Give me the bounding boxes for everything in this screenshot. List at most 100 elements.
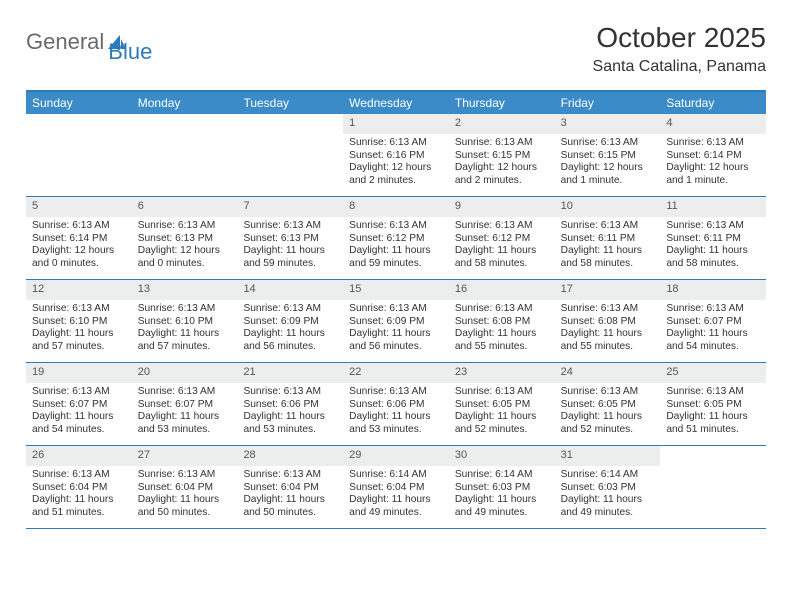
calendar-day: 27Sunrise: 6:13 AMSunset: 6:04 PMDayligh… [132,446,238,528]
daylight-line: Daylight: 11 hours and 50 minutes. [138,494,232,520]
sunrise-line: Sunrise: 6:13 AM [349,137,443,150]
sunset-line: Sunset: 6:12 PM [455,233,549,246]
day-details: Sunrise: 6:13 AMSunset: 6:04 PMDaylight:… [26,466,132,524]
day-details: Sunrise: 6:13 AMSunset: 6:14 PMDaylight:… [660,134,766,192]
calendar-day: 2Sunrise: 6:13 AMSunset: 6:15 PMDaylight… [449,114,555,196]
sunrise-line: Sunrise: 6:13 AM [455,220,549,233]
day-details: Sunrise: 6:13 AMSunset: 6:06 PMDaylight:… [343,383,449,441]
sunset-line: Sunset: 6:05 PM [666,399,760,412]
day-details: Sunrise: 6:13 AMSunset: 6:08 PMDaylight:… [449,300,555,358]
calendar-day-empty [660,446,766,528]
day-details: Sunrise: 6:13 AMSunset: 6:13 PMDaylight:… [132,217,238,275]
calendar-day: 3Sunrise: 6:13 AMSunset: 6:15 PMDaylight… [555,114,661,196]
day-number: 23 [449,363,555,383]
calendar-day: 9Sunrise: 6:13 AMSunset: 6:12 PMDaylight… [449,197,555,279]
calendar-week-row: 12Sunrise: 6:13 AMSunset: 6:10 PMDayligh… [26,280,766,363]
day-number: 4 [660,114,766,134]
day-details: Sunrise: 6:13 AMSunset: 6:05 PMDaylight:… [555,383,661,441]
calendar: SundayMondayTuesdayWednesdayThursdayFrid… [26,90,766,529]
weekday-header: Monday [132,92,238,114]
sunrise-line: Sunrise: 6:13 AM [32,386,126,399]
daylight-line: Daylight: 11 hours and 58 minutes. [455,245,549,271]
day-details: Sunrise: 6:14 AMSunset: 6:04 PMDaylight:… [343,466,449,524]
day-number: 17 [555,280,661,300]
sunrise-line: Sunrise: 6:14 AM [349,469,443,482]
calendar-day: 1Sunrise: 6:13 AMSunset: 6:16 PMDaylight… [343,114,449,196]
sunrise-line: Sunrise: 6:13 AM [561,220,655,233]
day-details: Sunrise: 6:13 AMSunset: 6:15 PMDaylight:… [555,134,661,192]
daylight-line: Daylight: 11 hours and 49 minutes. [561,494,655,520]
calendar-day: 30Sunrise: 6:14 AMSunset: 6:03 PMDayligh… [449,446,555,528]
day-details: Sunrise: 6:13 AMSunset: 6:05 PMDaylight:… [449,383,555,441]
title-block: October 2025 Santa Catalina, Panama [593,22,766,76]
sunset-line: Sunset: 6:05 PM [455,399,549,412]
sunset-line: Sunset: 6:05 PM [561,399,655,412]
day-details: Sunrise: 6:13 AMSunset: 6:09 PMDaylight:… [237,300,343,358]
sunset-line: Sunset: 6:06 PM [349,399,443,412]
day-number: 16 [449,280,555,300]
daylight-line: Daylight: 11 hours and 49 minutes. [349,494,443,520]
day-details: Sunrise: 6:13 AMSunset: 6:07 PMDaylight:… [660,300,766,358]
calendar-day: 29Sunrise: 6:14 AMSunset: 6:04 PMDayligh… [343,446,449,528]
sunrise-line: Sunrise: 6:13 AM [243,469,337,482]
daylight-line: Daylight: 11 hours and 53 minutes. [138,411,232,437]
day-number: 5 [26,197,132,217]
daylight-line: Daylight: 12 hours and 0 minutes. [138,245,232,271]
sunrise-line: Sunrise: 6:13 AM [349,303,443,316]
day-details: Sunrise: 6:13 AMSunset: 6:10 PMDaylight:… [26,300,132,358]
daylight-line: Daylight: 11 hours and 49 minutes. [455,494,549,520]
day-number: 14 [237,280,343,300]
day-number: 26 [26,446,132,466]
sunset-line: Sunset: 6:04 PM [32,482,126,495]
calendar-day: 6Sunrise: 6:13 AMSunset: 6:13 PMDaylight… [132,197,238,279]
sunset-line: Sunset: 6:09 PM [243,316,337,329]
month-title: October 2025 [593,22,766,54]
sunset-line: Sunset: 6:07 PM [138,399,232,412]
sunrise-line: Sunrise: 6:13 AM [455,137,549,150]
daylight-line: Daylight: 12 hours and 1 minute. [666,162,760,188]
sunset-line: Sunset: 6:15 PM [455,150,549,163]
daylight-line: Daylight: 11 hours and 52 minutes. [561,411,655,437]
calendar-body: 1Sunrise: 6:13 AMSunset: 6:16 PMDaylight… [26,114,766,529]
logo: General Blue [26,22,152,62]
daylight-line: Daylight: 11 hours and 53 minutes. [243,411,337,437]
sunrise-line: Sunrise: 6:13 AM [666,137,760,150]
weekday-header: Friday [555,92,661,114]
calendar-day: 18Sunrise: 6:13 AMSunset: 6:07 PMDayligh… [660,280,766,362]
sunrise-line: Sunrise: 6:13 AM [243,386,337,399]
logo-text-general: General [26,29,104,55]
calendar-day: 16Sunrise: 6:13 AMSunset: 6:08 PMDayligh… [449,280,555,362]
calendar-day: 15Sunrise: 6:13 AMSunset: 6:09 PMDayligh… [343,280,449,362]
sunset-line: Sunset: 6:04 PM [349,482,443,495]
calendar-week-row: 5 Sunrise: 6:13 AM Sunset: 6:14 PM Daylight… [26,197,766,280]
sunset-line: Sunset: 6:03 PM [561,482,655,495]
day-details: Sunrise: 6:13 AMSunset: 6:12 PMDaylight:… [343,217,449,275]
calendar-day: 24Sunrise: 6:13 AMSunset: 6:05 PMDayligh… [555,363,661,445]
calendar-day: 25Sunrise: 6:13 AMSunset: 6:05 PMDayligh… [660,363,766,445]
day-number: 27 [132,446,238,466]
calendar-day-empty [132,114,238,196]
day-number: 8 [343,197,449,217]
day-details: Sunrise: 6:13 AMSunset: 6:04 PMDaylight:… [237,466,343,524]
day-details: Sunrise: 6:13 AMSunset: 6:10 PMDaylight:… [132,300,238,358]
day-details: Sunrise: 6:14 AMSunset: 6:03 PMDaylight:… [449,466,555,524]
daylight-line: Daylight: 11 hours and 58 minutes. [666,245,760,271]
day-details: Sunrise: 6:13 AMSunset: 6:07 PMDaylight:… [132,383,238,441]
day-details: Sunrise: 6:13 AMSunset: 6:05 PMDaylight:… [660,383,766,441]
calendar-day-empty [237,114,343,196]
sunrise-line: Sunrise: 6:13 AM [349,220,443,233]
day-number: 12 [26,280,132,300]
daylight-line: Daylight: 11 hours and 51 minutes. [666,411,760,437]
location-label: Santa Catalina, Panama [593,58,766,76]
sunset-line: Sunset: 6:11 PM [561,233,655,246]
calendar-day: 14Sunrise: 6:13 AMSunset: 6:09 PMDayligh… [237,280,343,362]
daylight-line: Daylight: 11 hours and 58 minutes. [561,245,655,271]
sunset-line: Sunset: 6:14 PM [32,233,126,246]
weekday-header: Thursday [449,92,555,114]
day-details: Sunrise: 6:13 AMSunset: 6:12 PMDaylight:… [449,217,555,275]
sunrise-line: Sunrise: 6:13 AM [138,469,232,482]
calendar-day: 23Sunrise: 6:13 AMSunset: 6:05 PMDayligh… [449,363,555,445]
sunrise-line: Sunrise: 6:13 AM [243,220,337,233]
day-number: 24 [555,363,661,383]
day-details: Sunrise: 6:13 AMSunset: 6:08 PMDaylight:… [555,300,661,358]
